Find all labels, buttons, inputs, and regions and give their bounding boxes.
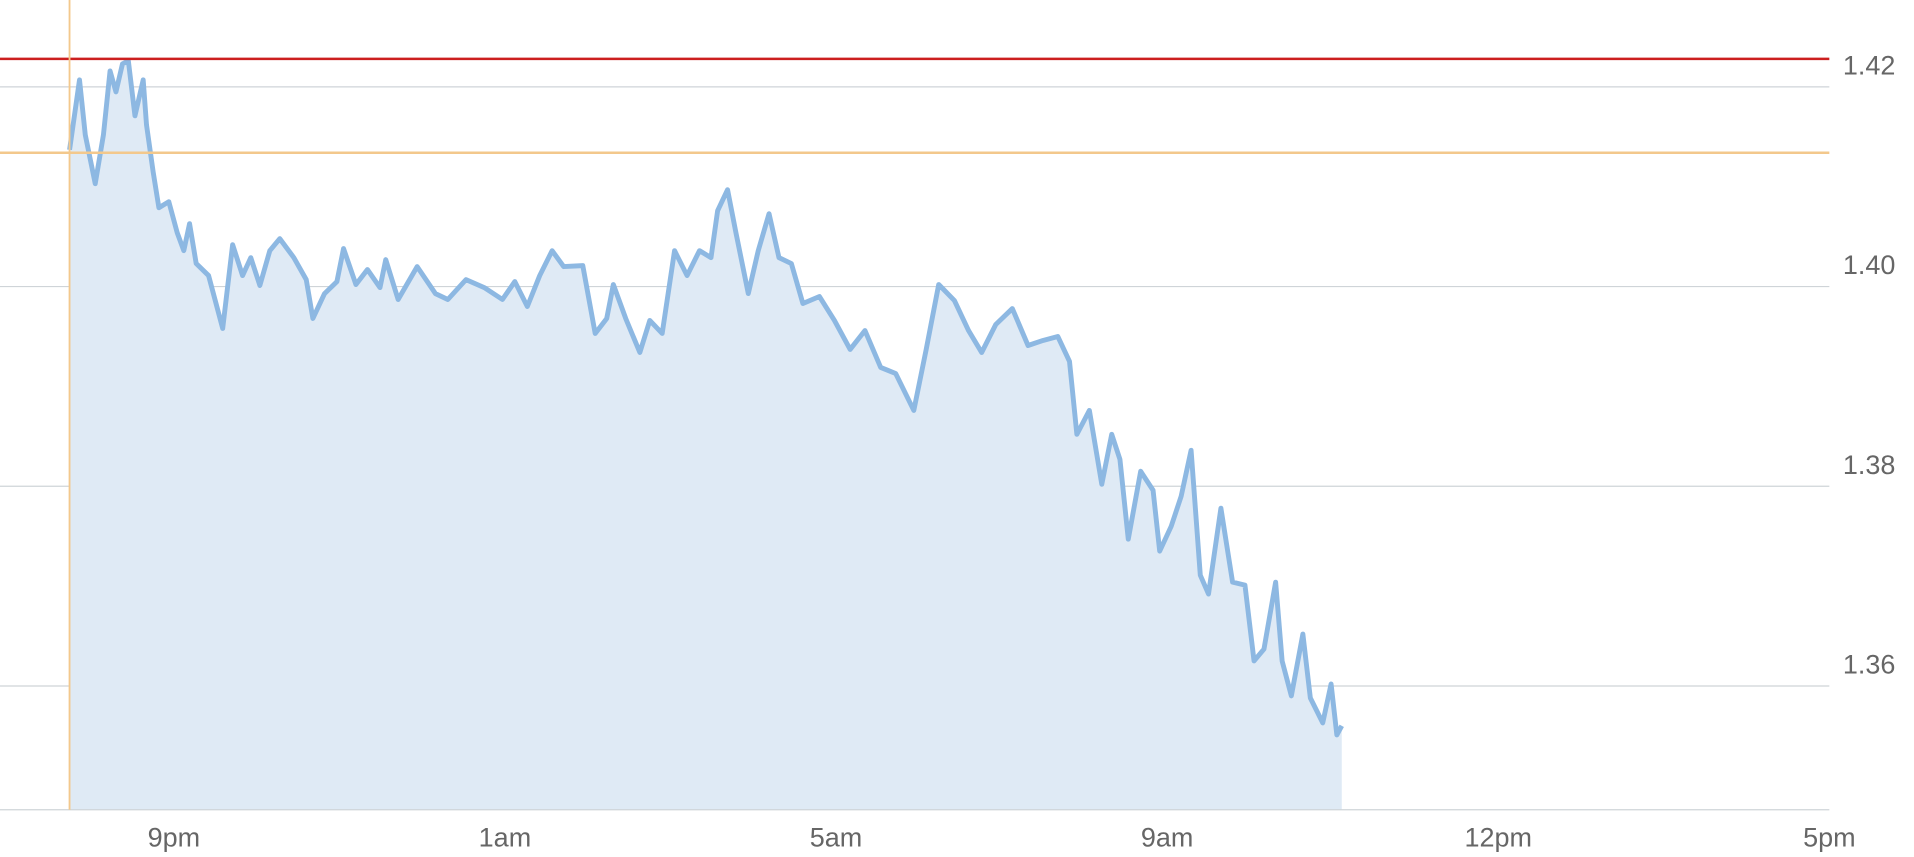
price-line — [67, 58, 1344, 738]
area-fill — [69, 60, 1342, 810]
y-tick-label: 1.36 — [1843, 649, 1896, 679]
y-tick-label: 1.40 — [1843, 250, 1896, 280]
x-tick-label: 9am — [1141, 822, 1194, 852]
x-tick-label: 12pm — [1464, 822, 1532, 852]
x-tick-label: 9pm — [148, 822, 201, 852]
y-tick-label: 1.38 — [1843, 450, 1896, 480]
y-tick-label: 1.42 — [1843, 50, 1896, 80]
x-tick-label: 5pm — [1803, 822, 1856, 852]
x-tick-label: 5am — [810, 822, 863, 852]
x-tick-label: 1am — [479, 822, 532, 852]
